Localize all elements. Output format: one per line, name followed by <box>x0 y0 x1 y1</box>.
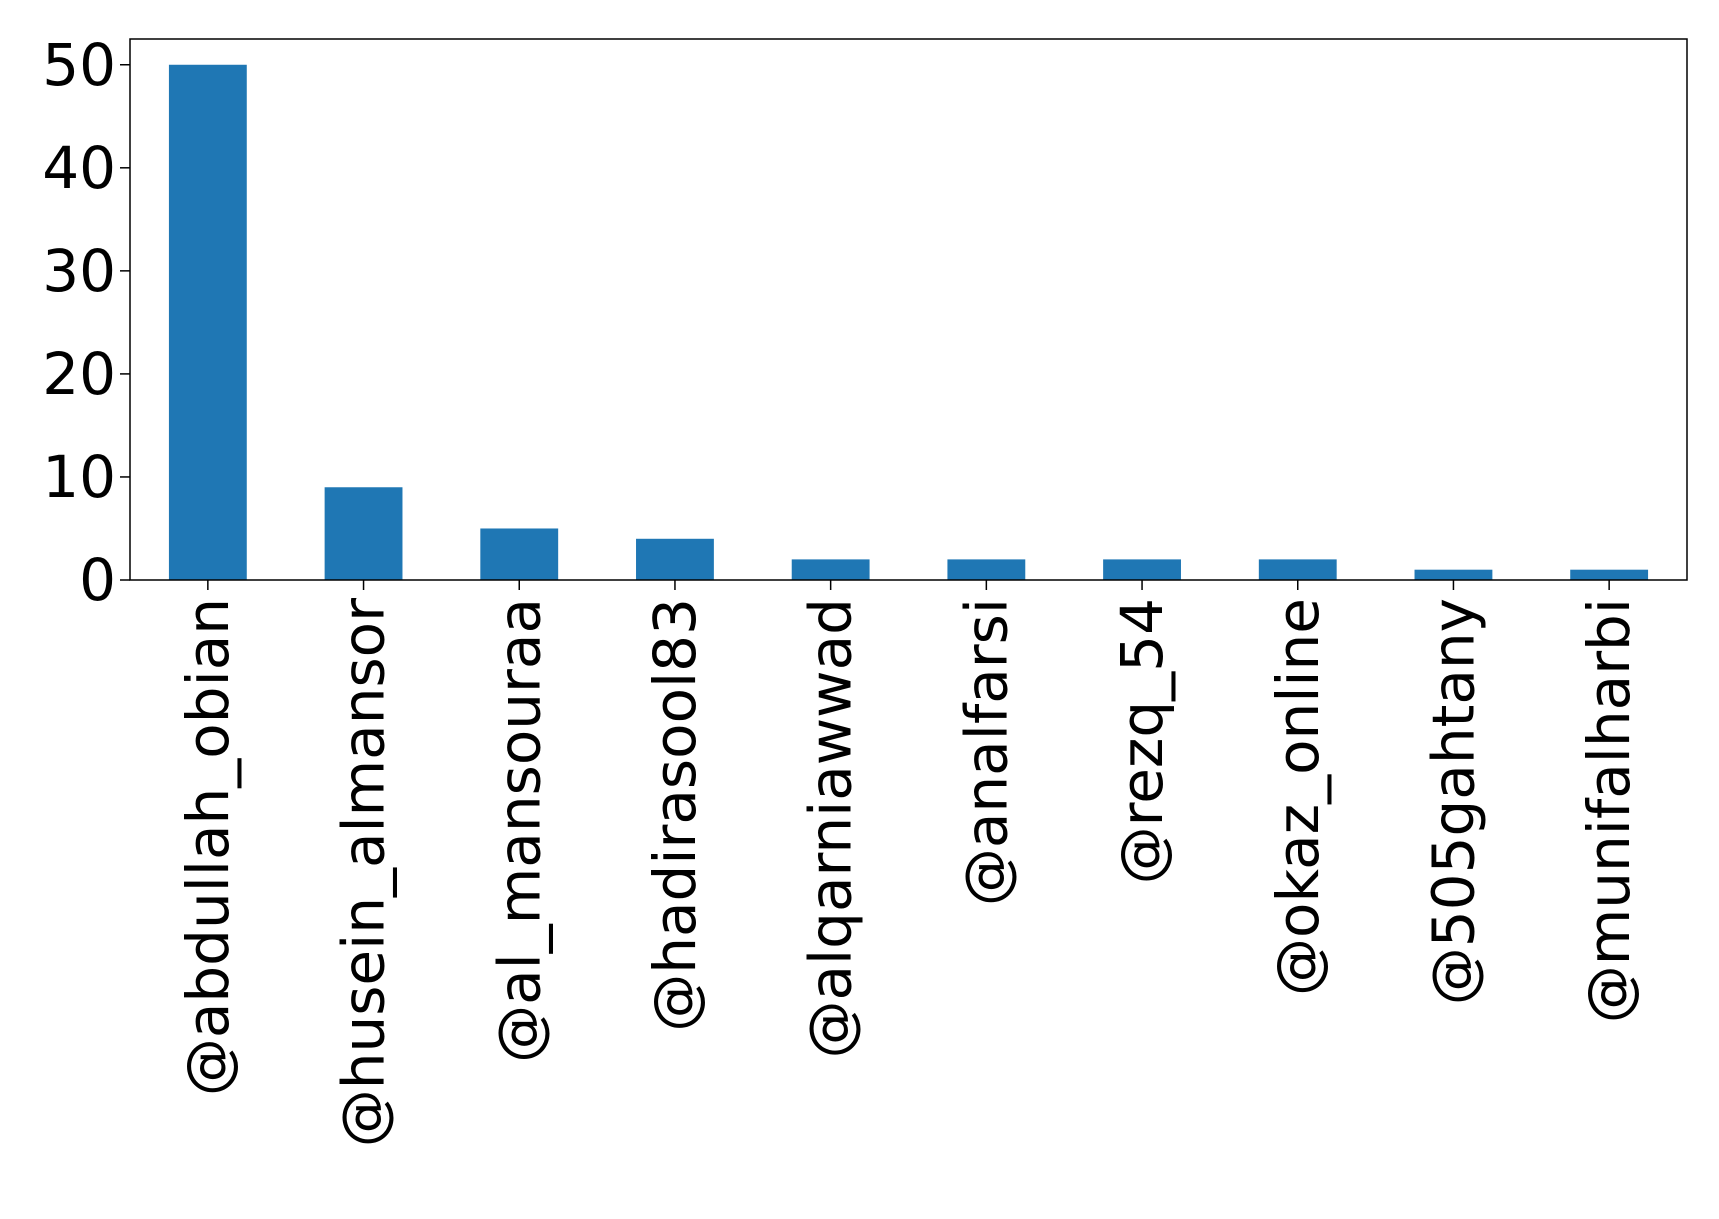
bar <box>324 487 403 580</box>
x-tick-label: @okaz_online <box>1264 598 1332 996</box>
y-tick-label: 50 <box>42 31 116 99</box>
y-tick-label: 10 <box>42 443 116 511</box>
x-axis: @abdullah_obian @husein_almansor @al_manso… <box>174 580 1643 1147</box>
y-axis: 0 10 20 30 40 50 <box>42 31 130 614</box>
bar <box>636 538 714 580</box>
x-tick-label: @al_mansouraa <box>485 598 553 1063</box>
y-tick-label: 40 <box>42 134 116 202</box>
plot-frame <box>129 38 1688 581</box>
bar <box>791 559 870 580</box>
bars-group <box>168 64 1649 580</box>
x-tick-label: @abdullah_obian <box>174 598 242 1096</box>
x-tick-label: @alqarniawwad <box>797 598 865 1059</box>
bar <box>947 559 1026 580</box>
bar <box>1258 559 1337 580</box>
y-tick-label: 20 <box>42 340 116 408</box>
x-tick-label: @munifalharbi <box>1575 598 1643 1023</box>
x-tick-label: @husein_almansor <box>330 598 398 1147</box>
bar <box>1414 569 1493 580</box>
y-tick-label: 30 <box>42 237 116 305</box>
x-tick-label: @rezq_54 <box>1108 598 1176 884</box>
x-tick-label: @505gahtany <box>1419 598 1487 1005</box>
x-tick-label: @hadirasool83 <box>641 598 709 1032</box>
bar <box>480 528 559 580</box>
bar <box>1103 559 1181 580</box>
y-tick-label: 0 <box>79 546 116 614</box>
bar <box>168 64 247 580</box>
bar <box>1570 569 1649 580</box>
x-tick-label: @analfarsi <box>952 598 1020 906</box>
